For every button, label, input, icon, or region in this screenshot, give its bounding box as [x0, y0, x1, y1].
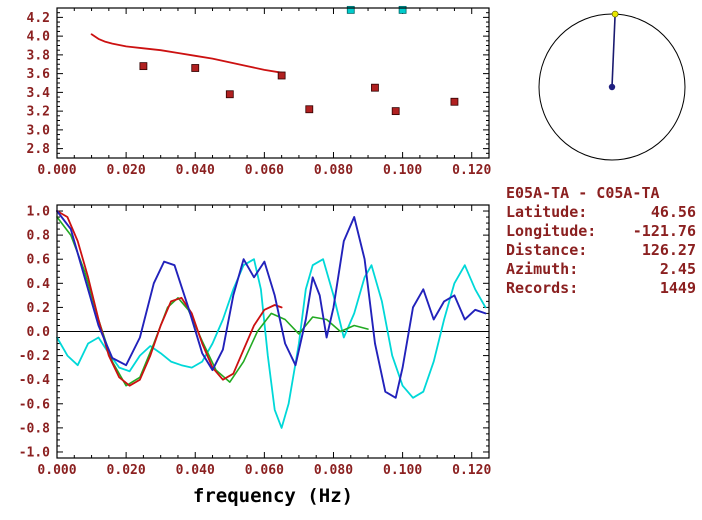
svg-text:0.100: 0.100 — [383, 163, 422, 178]
azimuth-endpoint-dot — [611, 10, 619, 18]
records-value: 1449 — [659, 279, 696, 297]
svg-text:3.2: 3.2 — [27, 105, 50, 120]
azimuth-value: 2.45 — [659, 260, 696, 278]
svg-text:-0.2: -0.2 — [19, 349, 50, 364]
svg-text:0.120: 0.120 — [452, 163, 491, 178]
svg-text:0.020: 0.020 — [107, 163, 146, 178]
station-center-dot — [608, 83, 616, 91]
svg-text:-0.8: -0.8 — [19, 421, 50, 436]
svg-text:0.120: 0.120 — [452, 463, 491, 478]
latitude-value: 46.56 — [650, 203, 696, 221]
info-row-longitude: Longitude: -121.76 — [506, 222, 696, 241]
distance-label: Distance: — [506, 241, 588, 259]
dispersion-chart: 0.000 0.020 0.040 0.060 0.080 0.100 0.120 2.8 3.… — [27, 5, 491, 178]
svg-text:-1.0: -1.0 — [19, 445, 50, 460]
info-row-azimuth: Azimuth: 2.45 — [506, 260, 696, 279]
svg-text:0.080: 0.080 — [314, 163, 353, 178]
latitude-label: Latitude: — [506, 203, 588, 221]
svg-text:0.000: 0.000 — [37, 463, 76, 478]
waveform-chart: 0.000 0.020 0.040 0.060 0.080 0.100 0.120 -1.0 -… — [19, 204, 491, 507]
azimuth-label: Azimuth: — [506, 260, 579, 278]
svg-text:-0.4: -0.4 — [19, 373, 50, 388]
svg-text:0.060: 0.060 — [245, 163, 284, 178]
longitude-value: -121.76 — [632, 222, 696, 240]
svg-text:0.8: 0.8 — [27, 229, 51, 244]
info-row-latitude: Latitude: 46.56 — [506, 203, 696, 222]
longitude-label: Longitude: — [506, 222, 597, 240]
svg-text:2.8: 2.8 — [27, 142, 51, 157]
info-row-distance: Distance: 126.27 — [506, 241, 696, 260]
svg-text:0.100: 0.100 — [383, 463, 422, 478]
svg-text:0.040: 0.040 — [176, 463, 215, 478]
svg-text:0.4: 0.4 — [27, 277, 51, 292]
records-label: Records: — [506, 279, 579, 297]
svg-text:0.040: 0.040 — [176, 163, 215, 178]
svg-text:0.060: 0.060 — [245, 463, 284, 478]
svg-text:4.0: 4.0 — [27, 30, 51, 45]
svg-text:0.000: 0.000 — [37, 163, 76, 178]
station-info-panel: E05A-TA - C05A-TA Latitude: 46.56 Longit… — [506, 184, 696, 298]
info-row-records: Records: 1449 — [506, 279, 696, 298]
svg-text:4.2: 4.2 — [27, 11, 50, 26]
svg-text:3.0: 3.0 — [27, 123, 51, 138]
svg-text:-0.6: -0.6 — [19, 397, 50, 412]
station-pair-title: E05A-TA - C05A-TA — [506, 184, 660, 202]
svg-text:3.6: 3.6 — [27, 67, 51, 82]
svg-text:0.6: 0.6 — [27, 253, 51, 268]
azimuth-circle-plot — [538, 10, 686, 161]
svg-text:0.080: 0.080 — [314, 463, 353, 478]
svg-text:0.020: 0.020 — [107, 463, 146, 478]
svg-text:3.4: 3.4 — [27, 86, 51, 101]
svg-text:0.2: 0.2 — [27, 301, 50, 316]
svg-text:3.8: 3.8 — [27, 48, 51, 63]
svg-text:1.0: 1.0 — [27, 205, 51, 220]
distance-value: 126.27 — [641, 241, 696, 259]
svg-text:0.0: 0.0 — [27, 325, 51, 340]
svg-text:frequency (Hz): frequency (Hz) — [193, 485, 353, 507]
